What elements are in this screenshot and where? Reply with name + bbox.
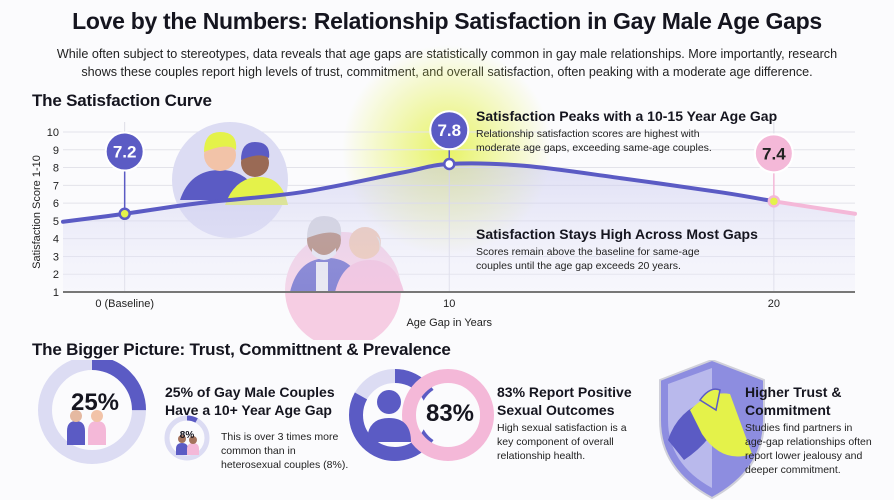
x-axis-label: Age Gap in Years — [406, 317, 492, 329]
annotation-stays-high-text: Scores remain above the baseline for sam… — [476, 246, 700, 272]
stat-83-title: 83% Report Positive Sexual Outcomes — [497, 384, 632, 418]
annotation-stays-high: Satisfaction Stays High Across Most Gaps… — [476, 226, 806, 273]
stat-83-value: 83% — [425, 400, 475, 427]
callout-label: 7.4 — [762, 144, 786, 163]
y-tick-label: 8 — [53, 163, 59, 175]
callout-label: 7.2 — [113, 143, 137, 162]
callout-bubble — [429, 110, 470, 151]
stat-trust-text: Studies find partners in age-gap relatio… — [745, 422, 872, 476]
donut-25-percent — [38, 360, 146, 464]
callout-point — [767, 195, 781, 208]
stat-83-text: High sexual satisfaction is a key compon… — [497, 422, 627, 462]
curve-area — [63, 163, 855, 292]
couple-icon — [67, 410, 106, 445]
stat-25-title: 25% of Gay Male Couples Have a 10+ Year … — [165, 384, 335, 418]
y-tick-label: 1 — [53, 287, 59, 299]
annotation-peak-text: Relationship satisfaction scores are hig… — [476, 128, 712, 154]
stat-trust-title: Higher Trust & Commitment — [745, 384, 842, 418]
y-tick-label: 3 — [53, 251, 59, 263]
chart-title: The Satisfaction Curve — [32, 91, 212, 110]
infinity-83-percent — [349, 369, 494, 461]
y-tick-label: 7 — [53, 180, 59, 192]
y-tick-label: 9 — [53, 145, 59, 157]
shield-handshake-icon — [659, 360, 765, 500]
stat-25-text: This is over 3 times more common than in… — [221, 431, 349, 471]
y-tick-label: 2 — [53, 269, 59, 281]
callout-bubble — [104, 131, 145, 172]
satisfaction-chart: 7.2 7.8 7.4 1 2 3 4 5 6 7 8 9 10 0 (Baseline) 10 20 Age… — [31, 45, 857, 340]
callout-point — [118, 207, 131, 221]
y-tick-label: 6 — [53, 198, 59, 210]
x-tick-label: 10 — [443, 298, 455, 310]
stats-graphics — [38, 360, 765, 500]
callout-bubble — [753, 133, 794, 174]
y-tick-label: 5 — [53, 216, 59, 228]
stat-25-value: 25% — [70, 389, 120, 416]
donut-8-percent — [164, 415, 210, 461]
y-tick-label: 10 — [47, 127, 59, 139]
callout-point — [443, 157, 456, 171]
x-tick-label: 0 (Baseline) — [95, 298, 154, 310]
y-tick-label: 4 — [53, 234, 59, 246]
annotation-stays-high-title: Satisfaction Stays High Across Most Gaps — [476, 226, 758, 242]
x-tick-label: 20 — [768, 298, 780, 310]
page-title: Love by the Numbers: Relationship Satisf… — [72, 8, 822, 34]
y-axis-label: Satisfaction Score 1-10 — [31, 155, 43, 269]
annotation-peak: Satisfaction Peaks with a 10-15 Year Age… — [476, 108, 806, 155]
bigger-picture-heading: The Bigger Picture: Trust, Committnent &… — [32, 340, 451, 359]
stat-8-value: 8% — [179, 430, 195, 441]
satisfaction-line — [61, 161, 776, 224]
annotation-peak-title: Satisfaction Peaks with a 10-15 Year Age… — [476, 108, 778, 124]
callout-label: 7.8 — [437, 121, 461, 140]
